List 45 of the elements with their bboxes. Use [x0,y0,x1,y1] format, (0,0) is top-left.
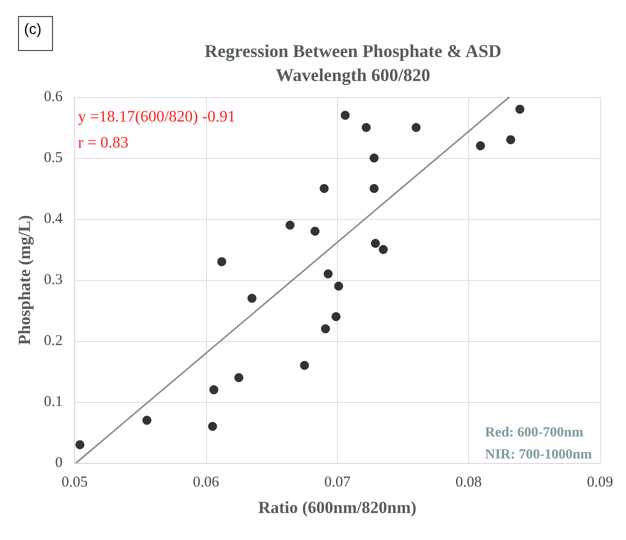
point [370,184,379,193]
point [515,104,524,114]
point [234,373,244,382]
y-tick-label: 0.5 [44,150,63,166]
point [209,385,218,394]
y-tick-label: 0.3 [44,272,63,288]
point [340,110,350,120]
text: (c) [24,21,42,38]
point [334,282,344,291]
x-tick-label: 0.05 [62,474,88,490]
annotation: Red: 600-700nm [485,426,584,440]
point [321,324,330,334]
point [476,141,485,150]
x-tick-label: 0.08 [456,474,482,490]
annotation: NIR: 700-1000nm [485,448,592,462]
point [324,269,333,278]
x-tick-label: 0.06 [192,474,220,490]
point [332,312,341,322]
y-tick-label: 0.1 [44,394,63,410]
y-axis-title: Phosphate (mg/L) [15,215,34,345]
point [208,422,218,431]
y-tick-label: 0.6 [44,89,64,105]
point [286,220,295,230]
point [310,226,320,236]
point [370,238,380,248]
point [247,294,256,303]
point [320,184,329,193]
annotation: y =18.17(600/820) -0.91 [78,108,236,126]
point [75,440,84,450]
point [300,360,309,370]
chart-title: Regression Between Phosphate & ASD Wavelength 600/820 [204,41,502,85]
x-axis-title: Ratio (600nm/820nm) [258,498,416,517]
annotation: r = 0.83 [78,134,128,152]
y-tick-label: 0.4 [44,211,64,227]
point [362,123,371,132]
y-tick-label: 0 [55,455,63,471]
x-tick-label: 0.09 [586,474,614,490]
point [142,416,152,425]
point [378,245,388,254]
y-tick-label: 0.2 [44,333,63,349]
point [370,154,379,162]
point [412,123,421,132]
point [506,135,516,144]
point [217,257,226,266]
x-tick-label: 0.07 [324,474,351,490]
